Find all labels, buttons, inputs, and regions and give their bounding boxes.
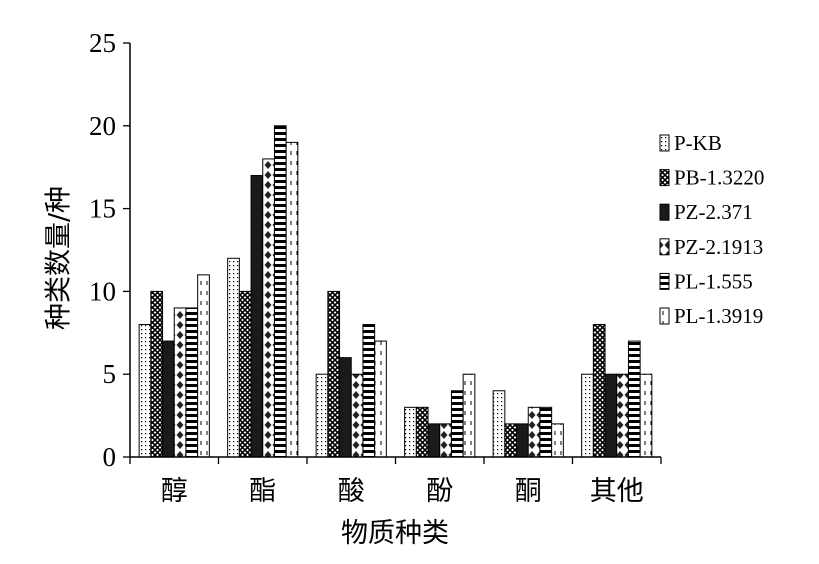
bar-PL-1.555-酯 (273, 125, 287, 458)
bar-PB-1.3220-其他 (592, 324, 606, 458)
x-tick-label-酯: 酯 (249, 476, 276, 507)
y-tick-label: 0 (103, 442, 117, 472)
bar-PL-1.3919-酯 (285, 141, 299, 458)
bar-P-KB-酯 (227, 257, 240, 458)
bar-PZ-2.1913-其他 (616, 373, 629, 458)
bar-PZ-2.371-酚 (427, 423, 441, 458)
legend-swatch-PL-1.3919 (659, 307, 670, 325)
x-axis-title: 物质种类 (341, 518, 449, 549)
bar-PL-1.3919-酚 (462, 373, 476, 458)
bar-P-KB-其他 (581, 373, 594, 458)
bar-PL-1.555-酮 (539, 406, 553, 458)
y-axis-title: 种类数量/种 (44, 186, 75, 330)
x-tick-label-酚: 酚 (426, 476, 453, 507)
x-tick-label-其他: 其他 (590, 476, 644, 507)
legend-swatch-PZ-2.371 (659, 203, 670, 221)
bar-PB-1.3220-酸 (327, 290, 341, 458)
bar-PZ-2.371-酮 (516, 423, 529, 458)
bar-PZ-2.1913-酚 (439, 423, 452, 458)
legend-label-PZ-2.371: PZ-2.371 (674, 200, 753, 224)
bar-PL-1.555-酚 (450, 390, 464, 458)
bar-PZ-2.371-酸 (339, 357, 352, 458)
y-tick-label: 10 (89, 276, 116, 306)
bar-PB-1.3220-酚 (415, 406, 429, 458)
bar-PL-1.3919-醇 (197, 274, 210, 458)
bar-PL-1.3919-其他 (639, 373, 653, 458)
bar-PL-1.555-醇 (185, 307, 199, 458)
plot-area: 0 5 10 15 20 25 醇 酯 酸 酚 酮 其他 (89, 28, 662, 507)
bar-P-KB-酮 (492, 390, 506, 458)
bar-PZ-2.371-酯 (250, 174, 264, 458)
bar-P-KB-酚 (404, 406, 417, 458)
legend-swatch-PZ-2.1913 (659, 238, 670, 256)
y-tick-label: 15 (89, 194, 116, 224)
bar-PL-1.3919-酮 (551, 423, 564, 458)
bar-P-KB-酸 (315, 373, 329, 458)
bar-PZ-2.371-醇 (162, 340, 175, 458)
bar-PZ-2.371-其他 (604, 373, 618, 458)
x-tick-label-醇: 醇 (161, 476, 188, 507)
bar-PL-1.555-其他 (627, 340, 641, 458)
legend-label-PL-1.555: PL-1.555 (674, 269, 753, 293)
x-tick-label-酮: 酮 (515, 476, 542, 507)
bar-PB-1.3220-酮 (504, 423, 518, 458)
y-tick-label: 25 (89, 28, 116, 58)
bar-P-KB-醇 (138, 324, 152, 458)
legend-label-PB-1.3220: PB-1.3220 (674, 166, 764, 190)
legend-swatch-PL-1.555 (659, 272, 670, 290)
legend-swatch-PB-1.3220 (659, 169, 670, 187)
bar-PB-1.3220-醇 (150, 290, 164, 458)
y-tick-label: 5 (103, 359, 117, 389)
legend: P-KB PB-1.3220 PZ-2.371 PZ-2.1913 PL-1.555 PL… (659, 131, 764, 328)
bar-PL-1.3919-酸 (374, 340, 387, 458)
bar-PL-1.555-酸 (362, 324, 376, 458)
y-tick-label: 20 (89, 111, 116, 141)
legend-label-P-KB: P-KB (674, 131, 722, 155)
legend-swatch-P-KB (659, 134, 670, 152)
bar-PZ-2.1913-酸 (350, 373, 364, 458)
x-tick-label-酸: 酸 (338, 476, 365, 507)
bar-PZ-2.1913-酮 (527, 406, 541, 458)
bar-PB-1.3220-酯 (238, 290, 252, 458)
bar-PZ-2.1913-醇 (173, 307, 187, 458)
bar-PZ-2.1913-酯 (262, 158, 275, 458)
legend-label-PZ-2.1913: PZ-2.1913 (674, 235, 763, 259)
legend-label-PL-1.3919: PL-1.3919 (674, 304, 763, 328)
